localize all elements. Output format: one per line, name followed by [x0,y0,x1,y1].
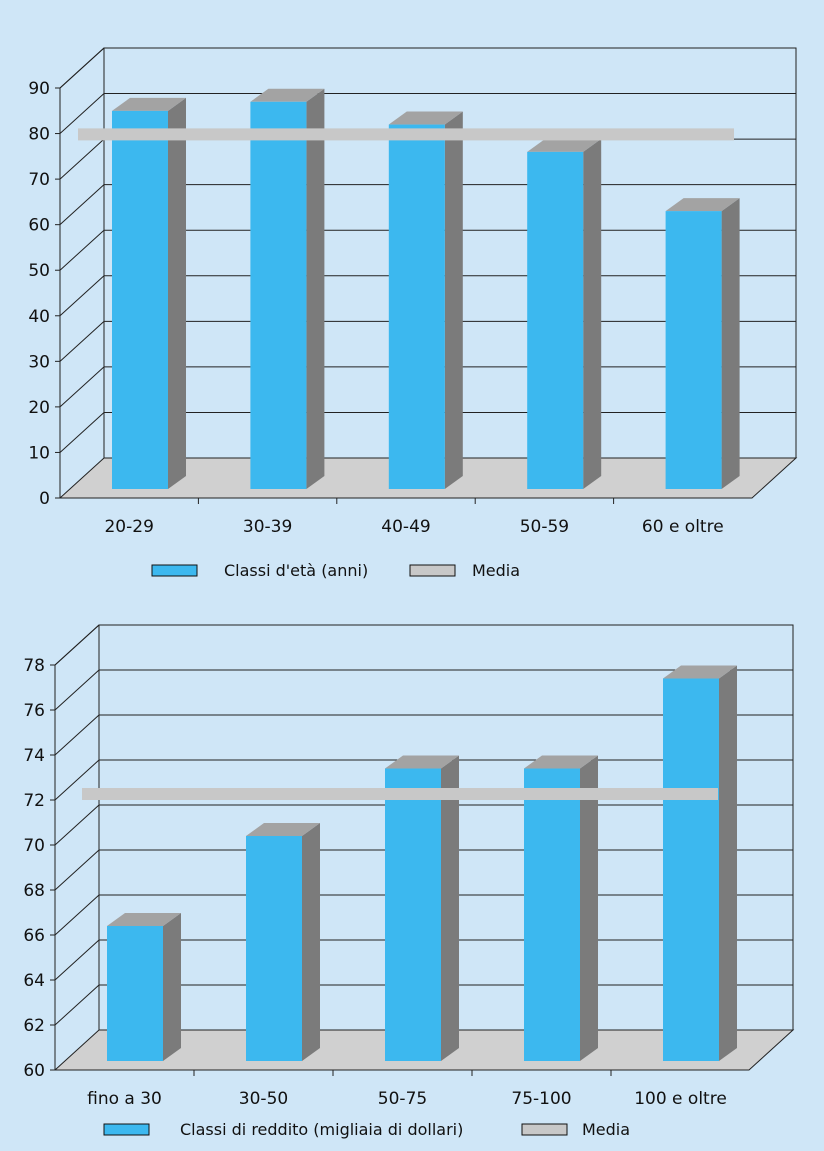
y-tick-label: 74 [23,746,45,766]
legend-label-average: Media [472,561,520,580]
bar [112,110,168,489]
bar-top [112,97,186,111]
y-tick-label: 70 [23,836,45,856]
y-tick-label: 80 [28,125,50,145]
x-tick-label: 60 e oltre [642,517,724,537]
y-tick-label: 50 [28,261,50,281]
legend-swatch-average [521,1123,568,1136]
bar-side [721,198,740,489]
bar-side [719,665,737,1061]
bar-top [527,138,602,152]
bar [524,768,580,1061]
y-tick-label: 40 [28,307,50,327]
bar-side [583,138,602,489]
y-tick-label: 30 [28,352,50,372]
x-tick-label: 30-50 [239,1089,288,1109]
gridline-side [59,320,105,362]
gridline-side [54,714,100,756]
x-tick-label: 75-100 [511,1089,571,1109]
y-tick-label: 68 [23,881,45,901]
legend-label-average: Media [582,1120,630,1139]
y-tick-label: 70 [28,170,50,190]
legend-label-bars: Classi d'età (anni) [224,561,368,580]
x-tick-label: 100 e oltre [634,1089,727,1109]
bar-top [385,755,459,769]
age-class-chart: 0 10 20 30 40 50 60 70 80 90 20-29 30-39 40-49 50-59 6… [28,47,798,580]
bar-top [250,88,325,102]
y-tick-label: 62 [23,1016,45,1036]
gridline-side [59,93,105,134]
income-class-chart: 60 62 64 66 68 70 72 74 76 78 fino a 30 30-50 50-75 7… [23,624,795,1139]
bar-top [524,755,598,769]
legend-swatch-bars [151,564,198,577]
bar-top [388,111,463,125]
bar-top [665,198,740,212]
x-tick-label: 40-49 [381,517,430,537]
y-tick-label: 90 [28,79,50,99]
bar [385,768,441,1061]
bar-top [663,665,737,679]
bar-side [163,913,181,1061]
gridline-side [59,412,105,453]
gridline-side [54,669,100,711]
gridline-side [54,984,100,1026]
wall-top-edge [54,624,100,666]
y-tick-label: 20 [28,398,50,418]
gridline-side [54,939,100,981]
gridline-side [59,184,105,226]
gridline-side [59,366,105,408]
bar-side [302,823,320,1061]
bar-side [306,88,325,490]
bar [665,211,722,489]
y-tick-label: 78 [23,656,45,676]
legend-swatch-average [409,564,456,577]
gridline-side [54,894,100,936]
bar-side [444,111,463,490]
gridline-side [54,804,100,846]
bar [527,151,584,489]
gridline-side [59,275,105,317]
wall-top-edge [59,47,105,89]
average-line [78,128,734,141]
gridline-side [59,229,105,271]
bar [246,836,302,1061]
average-line [82,788,718,800]
bar-side [580,755,598,1061]
y-tick-label: 0 [39,489,50,509]
legend-swatch-bars [103,1123,150,1136]
bar [107,926,163,1061]
y-tick-label: 10 [28,443,50,463]
x-tick-label: 50-75 [378,1089,427,1109]
x-tick-label: fino a 30 [87,1089,162,1109]
bar-side [168,97,186,489]
gridline-side [59,138,105,180]
bar-side [441,755,459,1061]
bar [250,101,307,490]
y-tick-label: 60 [28,216,50,236]
bar-top [107,913,181,926]
y-tick-label: 66 [23,926,45,946]
bar-top [246,823,320,836]
y-tick-label: 72 [23,791,45,811]
gridline-side [54,849,100,891]
y-tick-label: 60 [23,1061,45,1081]
x-tick-label: 20-29 [104,517,153,537]
legend-label-bars: Classi di reddito (migliaia di dollari) [180,1120,463,1139]
gridline-side [54,759,100,801]
x-tick-label: 30-39 [243,517,292,537]
y-tick-label: 76 [23,701,45,721]
x-tick-label: 50-59 [520,517,569,537]
y-tick-label: 64 [23,971,45,991]
bar [663,678,719,1061]
bar [388,124,445,490]
